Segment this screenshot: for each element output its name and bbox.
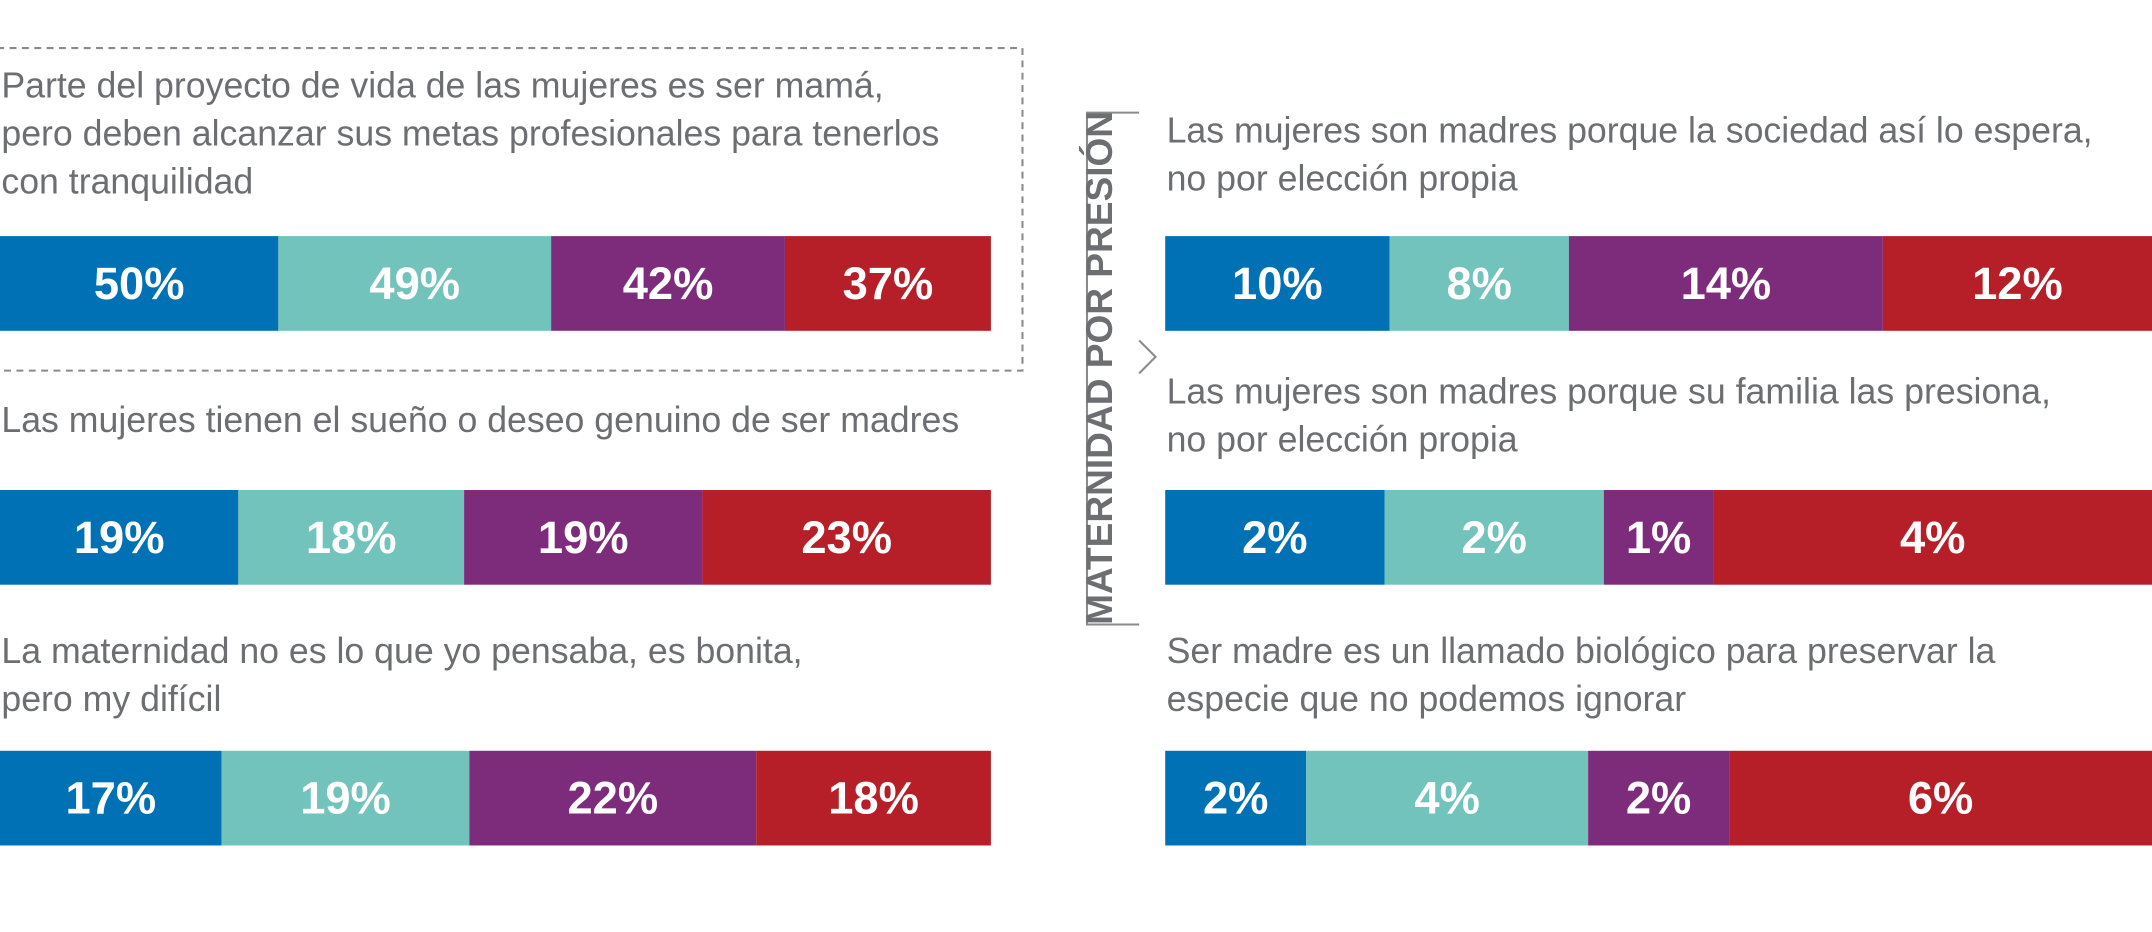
bar-segment	[551, 236, 785, 331]
bar-segment	[1389, 236, 1569, 331]
bar-segment	[0, 490, 239, 585]
value-label: 4%	[1414, 773, 1479, 824]
row-title: La maternidad no es lo que yo pensaba, e…	[1, 631, 802, 671]
value-label: 19%	[74, 512, 165, 563]
value-label: 50%	[94, 258, 185, 309]
row-title: no por elección propia	[1167, 159, 1518, 199]
row-title: Las mujeres son madres porque la socieda…	[1167, 111, 2093, 151]
bar-segment	[0, 750, 222, 846]
value-label: 4%	[1900, 512, 1965, 563]
bar-segment	[1882, 236, 2152, 331]
bar-segment	[221, 750, 470, 846]
value-label: 6%	[1908, 773, 1973, 824]
bar-segment	[0, 236, 279, 331]
bar-segment	[278, 236, 552, 331]
bar-segment	[784, 236, 991, 331]
value-label: 49%	[369, 258, 460, 309]
bar-segment	[756, 750, 991, 846]
value-label: 37%	[843, 258, 934, 309]
value-label: 2%	[1461, 512, 1526, 563]
value-label: 18%	[306, 512, 397, 563]
bar-segment	[1603, 490, 1714, 585]
value-label: 14%	[1681, 258, 1772, 309]
bar-segment	[1713, 490, 2152, 585]
bar-segment	[1165, 236, 1390, 331]
value-label: 42%	[623, 258, 714, 309]
bar-segment	[1165, 750, 1307, 846]
row-title: Parte del proyecto de vida de las mujere…	[1, 65, 883, 105]
row-title: con tranquilidad	[1, 161, 253, 201]
bar-segment	[1568, 236, 1883, 331]
value-label: 23%	[801, 512, 892, 563]
bar-segment	[464, 490, 703, 585]
value-label: 2%	[1242, 512, 1307, 563]
row-title: Las mujeres tienen el sueño o deseo genu…	[1, 400, 959, 440]
row-title: pero my difícil	[1, 679, 221, 719]
row-title: Las mujeres son madres porque su familia…	[1167, 371, 2051, 411]
row-title: Ser madre es un llamado biológico para p…	[1167, 631, 1996, 671]
value-label: 8%	[1446, 258, 1511, 309]
bar-segment	[1729, 750, 2152, 846]
bar-segment	[1306, 750, 1589, 846]
bar-segment	[238, 490, 465, 585]
value-label: 22%	[567, 773, 658, 824]
bracket	[1085, 111, 1158, 626]
value-label: 19%	[538, 512, 629, 563]
value-label: 2%	[1626, 773, 1691, 824]
bar-segment	[469, 750, 757, 846]
bar-segment	[702, 490, 991, 585]
row-title: pero deben alcanzar sus metas profesiona…	[1, 113, 939, 153]
bar-segment	[1588, 750, 1730, 846]
bar-segment	[1165, 490, 1385, 585]
annotation: MATERNIDAD POR PRESIÓN	[1078, 111, 1120, 625]
value-label: 1%	[1626, 512, 1691, 563]
value-label: 12%	[1972, 258, 2063, 309]
value-label: 18%	[828, 773, 919, 824]
value-label: 17%	[66, 773, 157, 824]
row-title: especie que no podemos ignorar	[1167, 679, 1687, 719]
bar-segment	[1384, 490, 1604, 585]
value-label: 10%	[1232, 258, 1323, 309]
value-label: 2%	[1203, 773, 1268, 824]
value-label: 19%	[300, 773, 391, 824]
row-title: no por elección propia	[1167, 419, 1518, 459]
highlight-box	[0, 47, 1024, 372]
